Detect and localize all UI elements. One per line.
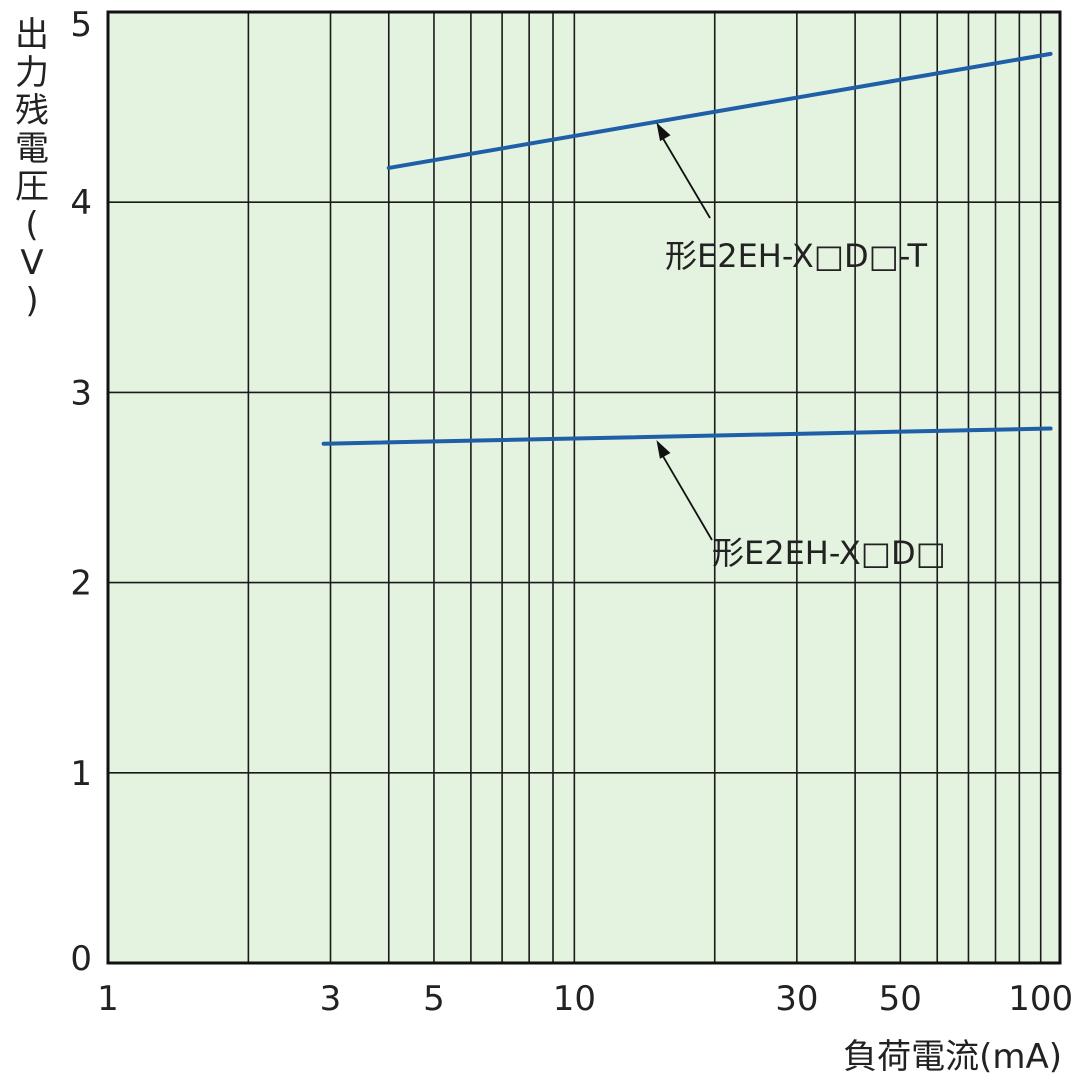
y-tick-label: 4 — [70, 183, 92, 223]
x-tick-labels: 1 3 5 10 30 50 100 — [97, 979, 1073, 1019]
x-tick-label: 1 — [97, 979, 119, 1019]
y-axis-label-char: 圧 — [15, 167, 49, 207]
annotation-arrowhead — [656, 122, 671, 142]
series-line — [386, 51, 1053, 170]
series-line — [321, 426, 1053, 446]
y-axis-label-char: 力 — [15, 53, 49, 93]
y-tick-label: 5 — [70, 5, 92, 45]
y-tick-label: 1 — [70, 754, 92, 794]
series-lines — [321, 51, 1053, 446]
annotations: 形E2EH-X□D□-T 形E2EH-X□D□ — [656, 122, 946, 572]
y-axis-label-char: V — [20, 243, 43, 283]
annotation-arrowhead — [656, 440, 671, 459]
y-axis-label-char: ( — [25, 205, 38, 245]
y-tick-label: 3 — [70, 373, 92, 413]
y-tick-label: 0 — [70, 939, 92, 979]
gridlines — [108, 12, 1060, 963]
annotation-label: 形E2EH-X□D□ — [712, 534, 946, 572]
x-tick-label: 30 — [775, 979, 818, 1019]
x-tick-label: 50 — [879, 979, 922, 1019]
y-axis-label-char: 電 — [15, 129, 49, 169]
x-axis-label: 負荷電流(mA) — [843, 1037, 1062, 1077]
annotation-label: 形E2EH-X□D□-T — [665, 237, 927, 275]
plot-frame — [106, 10, 1062, 965]
y-axis-label-char: 残 — [15, 91, 49, 131]
x-tick-label: 3 — [320, 979, 342, 1019]
x-tick-label: 10 — [553, 979, 596, 1019]
y-axis-label-char: 出 — [15, 15, 49, 55]
plot-area — [108, 12, 1060, 963]
y-tick-label: 2 — [70, 564, 92, 604]
annotation-leader-line — [658, 449, 713, 541]
x-tick-label: 5 — [423, 979, 445, 1019]
x-tick-label: 100 — [1008, 979, 1073, 1019]
y-tick-labels: 0 1 2 3 4 5 — [70, 5, 92, 979]
y-axis-label-char: ) — [25, 281, 38, 321]
annotation-leader-line — [658, 132, 711, 219]
